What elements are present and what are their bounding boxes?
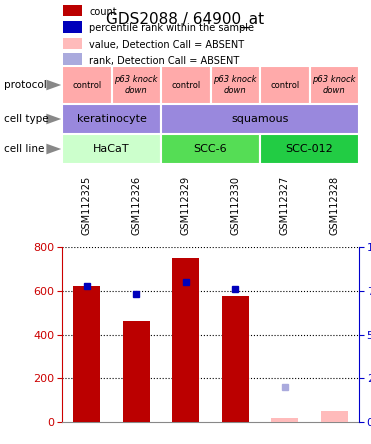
- Text: control: control: [72, 80, 101, 90]
- Bar: [161, 134, 260, 164]
- Bar: [62, 104, 161, 134]
- Text: protocol: protocol: [4, 80, 46, 90]
- Text: squamous: squamous: [231, 114, 289, 124]
- Bar: [161, 66, 210, 104]
- Bar: [260, 134, 359, 164]
- Text: cell type: cell type: [4, 114, 48, 124]
- Text: p63 knock
down: p63 knock down: [312, 75, 356, 95]
- Bar: [172, 258, 199, 422]
- Bar: [63, 21, 82, 33]
- Bar: [321, 411, 348, 422]
- Bar: [221, 296, 249, 422]
- Bar: [62, 66, 112, 104]
- Text: percentile rank within the sample: percentile rank within the sample: [89, 24, 254, 33]
- Polygon shape: [46, 114, 61, 124]
- Text: rank, Detection Call = ABSENT: rank, Detection Call = ABSENT: [89, 56, 239, 66]
- Text: GSM112330: GSM112330: [230, 176, 240, 235]
- Bar: [63, 38, 82, 49]
- Text: GSM112329: GSM112329: [181, 176, 191, 235]
- Text: p63 knock
down: p63 knock down: [213, 75, 257, 95]
- Bar: [112, 66, 161, 104]
- Bar: [63, 53, 82, 65]
- Bar: [271, 418, 298, 422]
- Text: cell line: cell line: [4, 144, 44, 154]
- Polygon shape: [46, 144, 61, 155]
- Bar: [161, 104, 359, 134]
- Text: GSM112325: GSM112325: [82, 176, 92, 235]
- Bar: [63, 4, 82, 16]
- Bar: [309, 66, 359, 104]
- Text: control: control: [270, 80, 299, 90]
- Text: SCC-6: SCC-6: [194, 144, 227, 154]
- Text: HaCaT: HaCaT: [93, 144, 130, 154]
- Text: p63 knock
down: p63 knock down: [115, 75, 158, 95]
- Polygon shape: [46, 79, 61, 90]
- Text: value, Detection Call = ABSENT: value, Detection Call = ABSENT: [89, 40, 244, 50]
- Text: SCC-012: SCC-012: [286, 144, 334, 154]
- Bar: [123, 321, 150, 422]
- Bar: [73, 286, 101, 422]
- Text: keratinocyte: keratinocyte: [76, 114, 147, 124]
- Text: GSM112328: GSM112328: [329, 176, 339, 235]
- Text: control: control: [171, 80, 200, 90]
- Bar: [260, 66, 309, 104]
- Text: GSM112327: GSM112327: [280, 176, 290, 235]
- Bar: [210, 66, 260, 104]
- Text: GSM112326: GSM112326: [131, 176, 141, 235]
- Bar: [62, 134, 161, 164]
- Text: count: count: [89, 7, 116, 17]
- Text: GDS2088 / 64900_at: GDS2088 / 64900_at: [106, 12, 265, 28]
